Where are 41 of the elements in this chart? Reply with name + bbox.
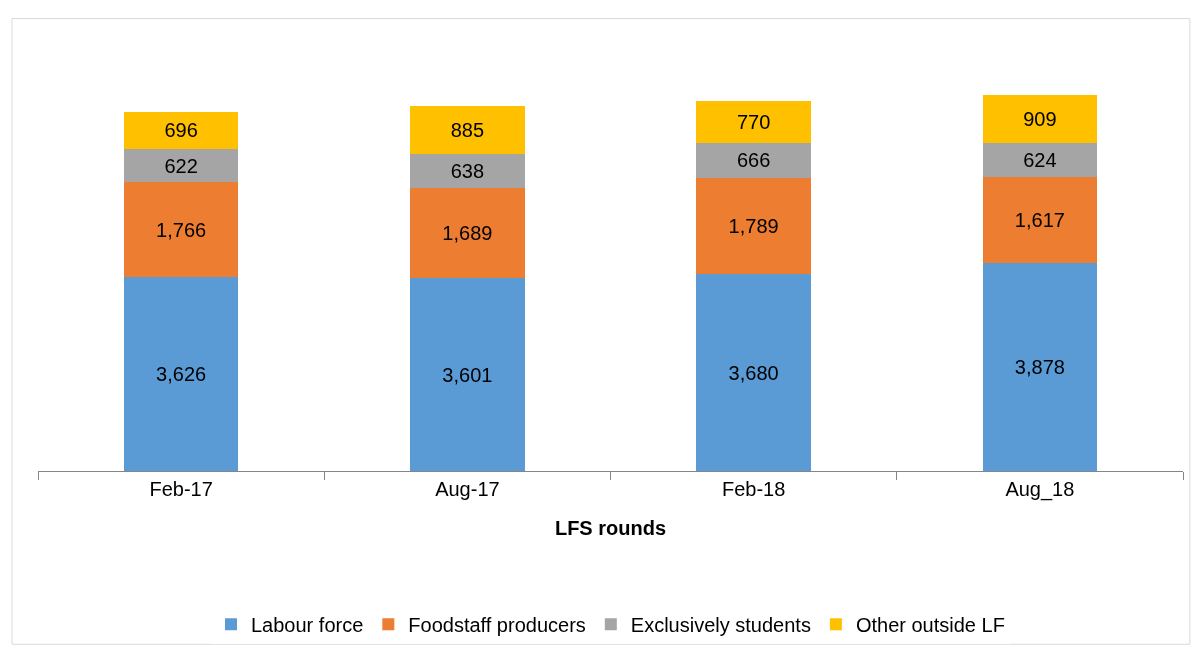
- bar: [982, 143, 1098, 177]
- x-tick-label: Feb-17: [149, 478, 213, 500]
- bar: [696, 101, 811, 143]
- bar: [123, 149, 239, 183]
- legend-label: Other outside LF: [855, 613, 1005, 636]
- bar: [982, 94, 1098, 144]
- data-label: 1,766: [156, 218, 207, 241]
- data-label: 770: [736, 110, 771, 133]
- data-label: 885: [450, 118, 485, 141]
- bar: [410, 278, 525, 471]
- x-tick-label: Aug-17: [435, 478, 500, 500]
- data-label: 1,789: [728, 215, 779, 238]
- bar: [696, 274, 811, 471]
- bar: [123, 182, 239, 277]
- data-label: 3,626: [156, 362, 207, 385]
- x-axis-title: LFS rounds: [554, 516, 667, 539]
- bar: [123, 111, 239, 150]
- bar: [410, 106, 525, 154]
- bar: [696, 142, 811, 179]
- bar: [696, 178, 811, 275]
- legend-label: Foodstaff producers: [408, 613, 586, 636]
- data-label: 624: [1023, 149, 1057, 172]
- data-label: 622: [164, 154, 198, 177]
- data-label: 3,878: [1014, 356, 1065, 379]
- legend-label: Exclusively students: [630, 613, 811, 636]
- data-label: 638: [450, 159, 485, 182]
- data-label: 1,617: [1014, 209, 1065, 232]
- data-label: 666: [736, 149, 771, 172]
- bar: [410, 187, 525, 279]
- x-tick-label: Feb-18: [721, 478, 786, 500]
- bar: [123, 276, 239, 471]
- x-tick-label: Aug_18: [1005, 478, 1075, 501]
- bar: [982, 176, 1098, 264]
- bar: [982, 263, 1098, 471]
- data-label: 1,689: [442, 222, 493, 245]
- data-label: 909: [1023, 108, 1057, 131]
- legend-label: Labour force: [251, 613, 364, 636]
- data-label: 3,680: [728, 361, 779, 384]
- data-label: 3,601: [442, 363, 493, 386]
- data-label: 696: [164, 119, 198, 142]
- bar: [410, 153, 525, 188]
